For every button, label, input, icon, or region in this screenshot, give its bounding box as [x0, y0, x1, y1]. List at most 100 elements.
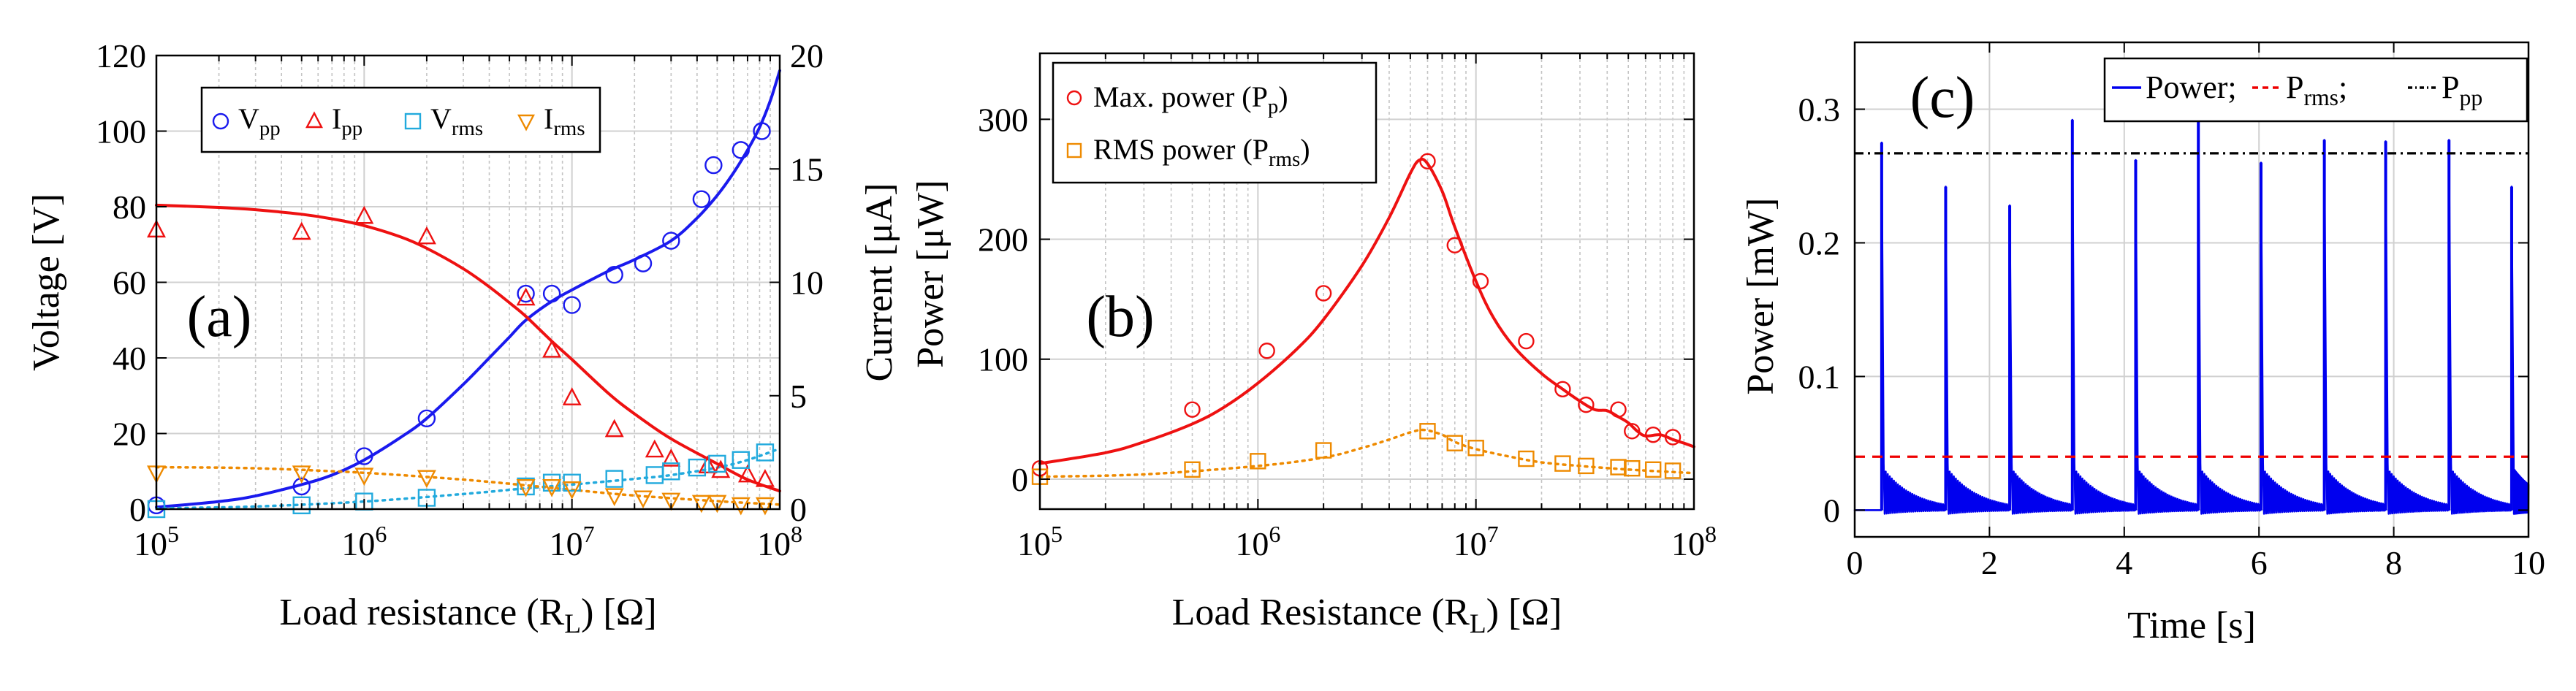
- panel-b-curve-pp-fit: [1038, 157, 1695, 465]
- panel-c-legend-label: Power;: [2146, 69, 2237, 105]
- panel-b-curve-prms-fit: [1038, 428, 1695, 478]
- panel-b-point-pp: [1258, 343, 1275, 359]
- panel-b-legend-label: RMS power (Prms): [1093, 133, 1310, 171]
- panel-b-y-tick-label: 0: [1011, 461, 1028, 498]
- panel-b-legend-marker: [1066, 142, 1082, 159]
- panel-a-point-irms: [354, 467, 374, 486]
- panel-a-point-vrms: [662, 462, 680, 481]
- panel-c-legend-label-sub: pp: [2459, 85, 2482, 110]
- panel-b-point-prms: [1554, 455, 1571, 472]
- panel-b-legend-label: Max. power (Pp): [1093, 80, 1288, 118]
- panel-a-legend-marker: [517, 114, 535, 131]
- panel-c-legend-label-main: P: [2442, 69, 2459, 105]
- panel-b-point-prms: [1184, 461, 1201, 478]
- panel-a-point-vrms: [542, 473, 561, 492]
- panel-a-x-tick-exp: 6: [375, 521, 387, 547]
- panel-a-x-tick-label: 105: [134, 521, 179, 562]
- panel-b-x-tick-base: 10: [1454, 525, 1487, 562]
- panel-a-point-irms: [542, 478, 562, 497]
- panel-b-point-pp: [1644, 426, 1662, 443]
- panel-b-x-tick-label: 107: [1454, 521, 1499, 562]
- panel-c-legend-label-main: Power;: [2146, 69, 2237, 105]
- panel-c-legend-label-main: P: [2286, 69, 2303, 105]
- panel-a-point-ipp: [698, 455, 718, 474]
- panel-a-point-ipp: [604, 419, 624, 438]
- panel-a-point-vpp: [563, 296, 581, 314]
- panel-b-x-tick-exp: 7: [1487, 521, 1499, 547]
- panel-a-x-tick-exp: 5: [167, 521, 179, 547]
- panel-a-legend-label: Irms: [544, 102, 585, 140]
- panel-a-x-axis-label: Load resistance (RL) [Ω]: [279, 592, 656, 639]
- panel-a-legend-marker: [404, 112, 422, 130]
- panel-c-y-tick-label: 0.3: [1798, 91, 1841, 128]
- panel-c-x-tick-label: 10: [2512, 544, 2545, 581]
- panel-a-x-axis-label-sub: L: [564, 609, 581, 639]
- panel-a-y-right-tick-label: 0: [790, 491, 807, 528]
- panel-a-y-left-axis-label: Voltage [V]: [26, 194, 67, 371]
- panel-a-label: (a): [187, 285, 252, 349]
- panel-b-legend-label-post: ): [1278, 80, 1288, 113]
- panel-a-point-ipp: [645, 439, 664, 458]
- panel-b-frame: [1038, 52, 1695, 511]
- panel-b-x-tick-base: 10: [1235, 525, 1269, 562]
- panel-a-legend-label-sub: pp: [341, 117, 362, 140]
- panel-a-legend-marker: [305, 111, 323, 129]
- panel-b-point-prms: [1664, 462, 1682, 479]
- panel-a-y-right-tick-label: 15: [790, 150, 824, 188]
- panel-c-x-tick-label: 4: [2116, 544, 2132, 581]
- panel-b-point-prms: [1610, 459, 1627, 476]
- panel-a-legend: Vpp Ipp Vrms Irms: [200, 86, 601, 153]
- panel-a-point-vpp: [417, 409, 436, 427]
- panel-a-y-left-tick-label: 100: [96, 113, 146, 150]
- panel-a-x-tick-label: 106: [341, 521, 387, 562]
- panel-b-point-pp: [1446, 237, 1463, 253]
- panel-a-legend-label-main: V: [430, 102, 452, 135]
- panel-b-x-tick-label: 108: [1671, 521, 1717, 562]
- panel-b-x-tick-label: 105: [1017, 521, 1063, 562]
- panel-a-point-ipp: [562, 387, 582, 405]
- panel-c-legend-label-sub: rms: [2303, 85, 2338, 110]
- panel-b-point-pp: [1578, 396, 1595, 413]
- panel-b-label: (b): [1086, 285, 1154, 349]
- panel-b-legend-label-main: RMS power (P: [1093, 133, 1269, 166]
- panel-a-point-ipp: [542, 339, 562, 358]
- panel-a-point-ipp: [516, 287, 536, 306]
- panel-b-y-tick-label: 100: [978, 341, 1028, 378]
- panel-a-point-vpp: [753, 122, 771, 140]
- panel-a-legend-label-sub: pp: [259, 117, 281, 140]
- panel-b-legend-label-sub: rms: [1269, 148, 1300, 171]
- panel-a-x-tick-exp: 7: [583, 521, 595, 547]
- panel-a-point-ipp: [354, 205, 374, 224]
- panel-a-point-irms: [634, 490, 653, 509]
- panel-a-point-vpp: [542, 284, 561, 303]
- panel-b-point-pp: [1419, 153, 1436, 169]
- panel-a-x-tick-base: 10: [341, 525, 375, 562]
- panel-b-point-prms: [1578, 457, 1595, 475]
- panel-c-y-tick-label: 0: [1823, 492, 1840, 529]
- panel-b-x-axis-label-main: Load Resistance (R: [1172, 592, 1470, 633]
- panel-a-legend-marker: [212, 112, 229, 130]
- panel-a-y-left-tick-label: 40: [113, 340, 146, 377]
- panel-c-legend-label-post: ;: [2338, 69, 2347, 105]
- panel-a-point-vpp: [292, 477, 311, 496]
- panel-b-point-prms: [1644, 461, 1662, 478]
- panel-b-x-tick-exp: 8: [1705, 521, 1717, 547]
- panel-b-point-pp: [1664, 429, 1682, 446]
- panel-b-legend-box: [1052, 61, 1378, 184]
- panel-a-point-ipp: [292, 221, 311, 240]
- panel-b-point-prms: [1250, 453, 1266, 470]
- panel-a-point-ipp: [661, 448, 681, 467]
- panel-a-point-irms: [661, 492, 681, 511]
- panel-a-y-left-tick-label: 0: [129, 491, 146, 528]
- panel-a-y-left-tick-label: 80: [113, 188, 146, 226]
- panel-a-x-tick-base: 10: [757, 525, 791, 562]
- panel-a-point-vrms: [708, 454, 726, 473]
- panel-a-curve-ipp-fit: [155, 203, 781, 493]
- panel-a-x-tick-base: 10: [134, 525, 167, 562]
- panel-a-y-left-tick-label: 120: [96, 37, 146, 75]
- panel-c-legend-label: Ppp: [2442, 69, 2482, 110]
- panel-b-point-prms: [1315, 442, 1332, 459]
- panel-a-point-vpp: [605, 265, 623, 284]
